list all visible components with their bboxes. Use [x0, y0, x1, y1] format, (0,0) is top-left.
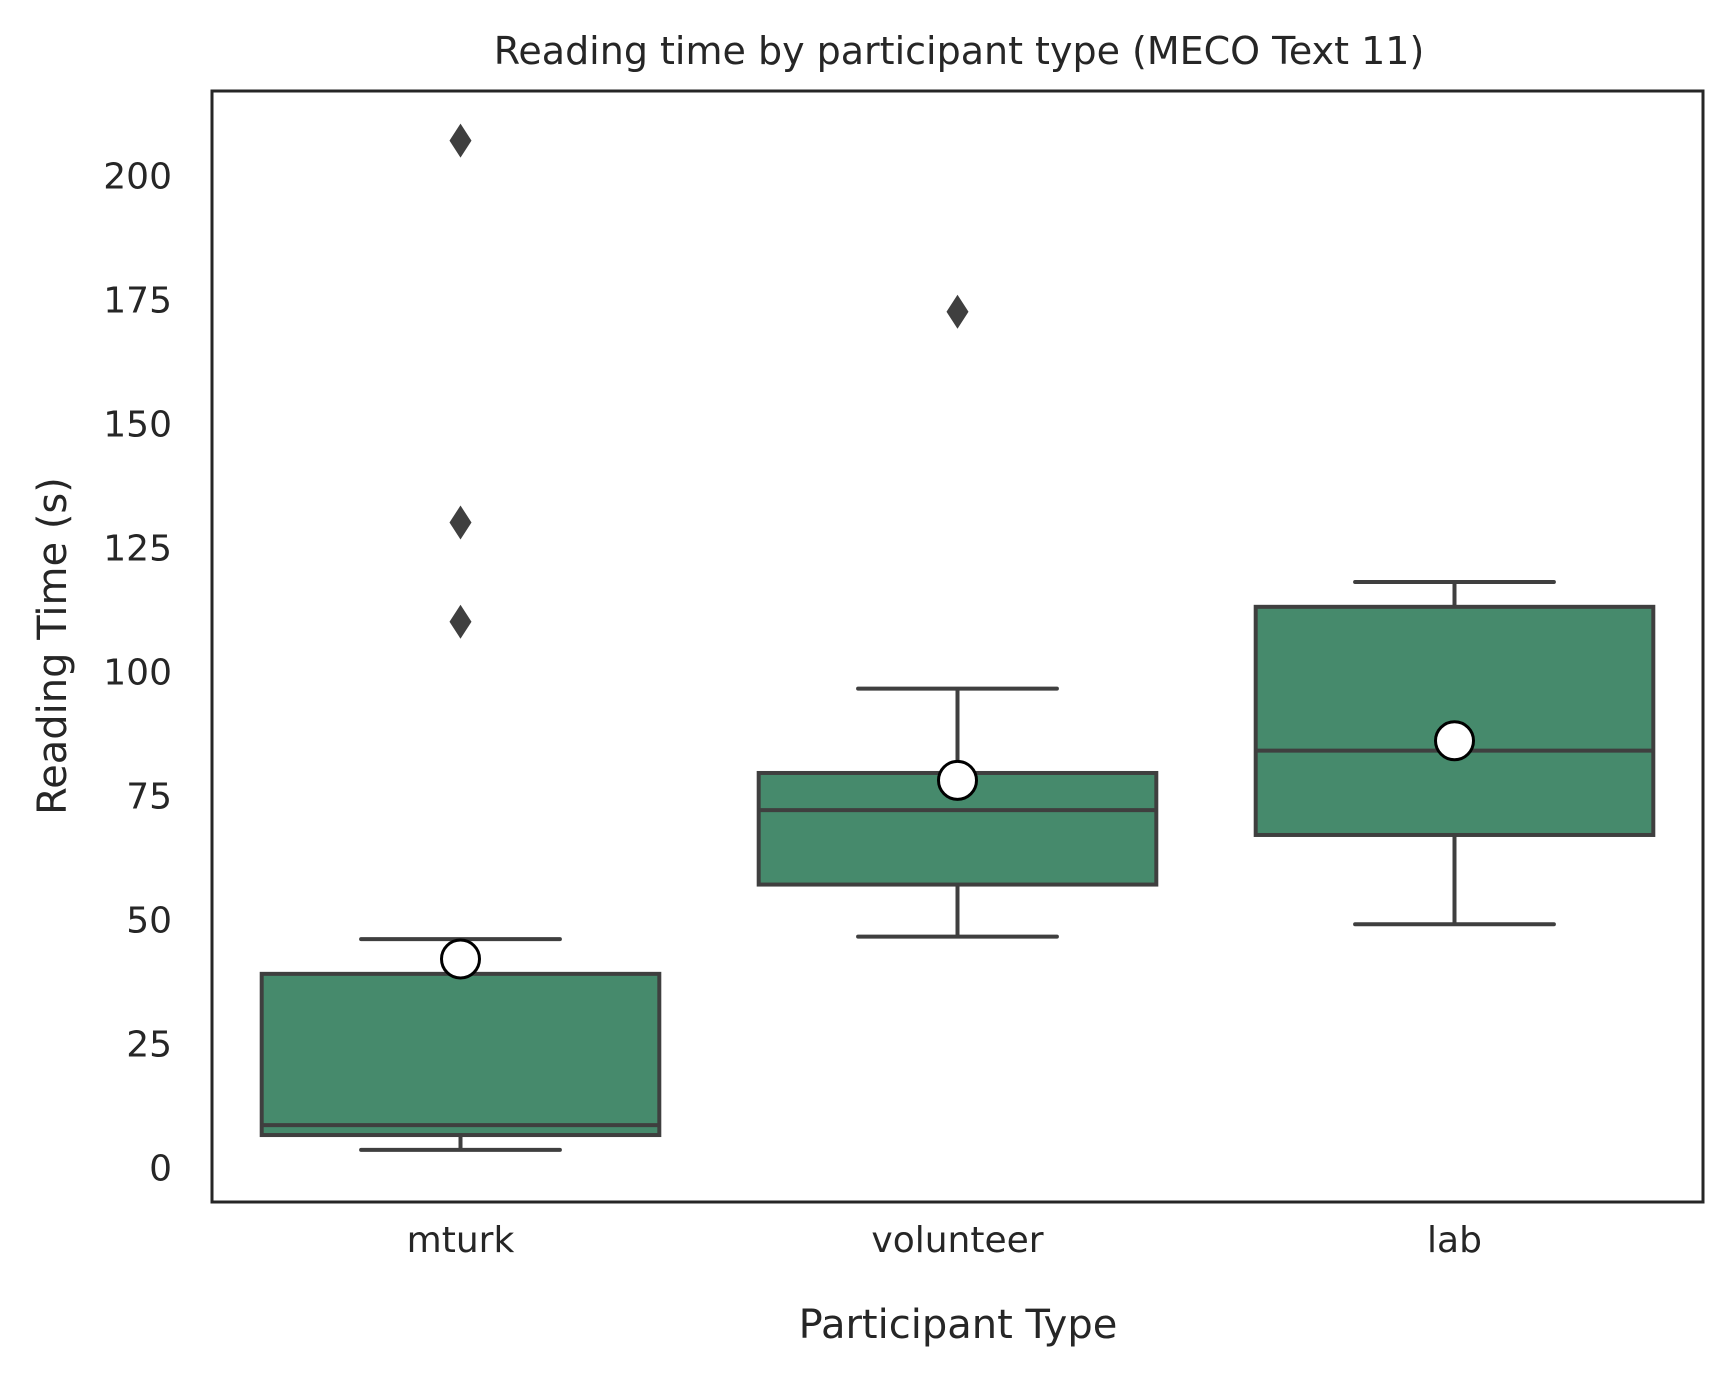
outlier-point: [449, 505, 472, 540]
box-group-lab: [1253, 580, 1656, 927]
x-tick-label: lab: [1427, 1220, 1482, 1261]
y-tick-label: 125: [103, 528, 172, 569]
y-tick-label: 50: [126, 900, 172, 941]
plot-frame: [210, 89, 1705, 1204]
x-tick-label: mturk: [407, 1220, 515, 1261]
iqr-box: [259, 971, 662, 1138]
y-tick-label: 0: [149, 1148, 172, 1189]
box-group-volunteer: [756, 294, 1159, 939]
y-tick-label: 75: [126, 776, 172, 817]
y-tick-label: 200: [103, 156, 172, 197]
mean-marker: [937, 759, 978, 801]
chart-title: Reading time by participant type (MECO T…: [494, 29, 1425, 73]
y-tick-label: 100: [103, 652, 172, 693]
x-tick-label: volunteer: [871, 1220, 1043, 1261]
outlier-point: [946, 294, 969, 329]
y-tick-labels: 0 25 50 75 100 125 150 175 200: [103, 156, 172, 1189]
outlier-point: [449, 604, 472, 639]
plot-area: [259, 123, 1656, 1152]
y-axis-label: Reading Time (s): [30, 477, 76, 815]
x-tick-labels: mturk volunteer lab: [407, 1220, 1482, 1261]
mean-marker: [1434, 720, 1475, 762]
box-group-mturk: [259, 123, 662, 1152]
y-tick-label: 150: [103, 404, 172, 445]
x-axis-label: Participant Type: [799, 1302, 1118, 1348]
outlier-point: [449, 123, 472, 158]
y-tick-label: 25: [126, 1024, 172, 1065]
y-tick-label: 175: [103, 280, 172, 321]
mean-marker: [440, 938, 481, 980]
